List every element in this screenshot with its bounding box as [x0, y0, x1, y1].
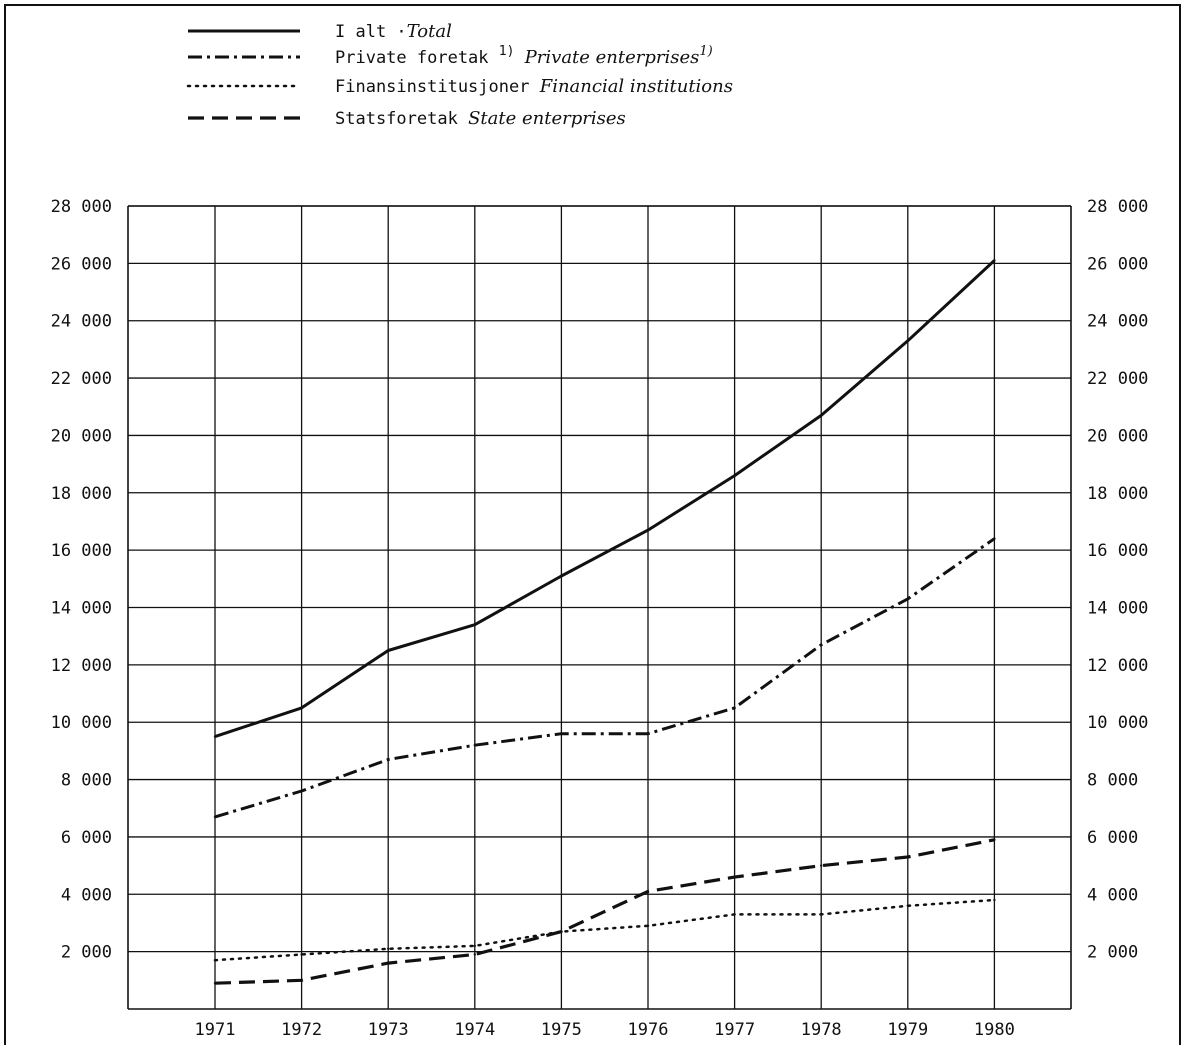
series-point-dashed-9 — [993, 838, 996, 841]
y-tick-label-left-3: 8 000 — [61, 771, 112, 791]
series-point-solid-3 — [473, 623, 476, 626]
series-line-dashdot — [214, 537, 996, 819]
y-tick-label-right-7: 16 000 — [1087, 541, 1148, 561]
y-tick-label-left-2: 6 000 — [61, 828, 112, 848]
chart-frame — [4, 4, 1181, 1045]
series-line-dotted — [213, 898, 996, 962]
series-point-solid-8 — [906, 339, 909, 342]
y-tick-label-left-11: 24 000 — [51, 312, 112, 332]
x-tick-label-6: 1977 — [714, 1020, 755, 1040]
series-line-solid — [214, 259, 996, 739]
y-tick-label-left-5: 12 000 — [51, 656, 112, 676]
y-tick-label-right-4: 10 000 — [1087, 713, 1148, 733]
series-point-dashed-7 — [820, 864, 823, 867]
y-tick-label-right-12: 26 000 — [1087, 254, 1148, 274]
axes — [127, 205, 1072, 1010]
y-tick-label-left-8: 18 000 — [51, 484, 112, 504]
y-tick-label-left-9: 20 000 — [51, 426, 112, 446]
series-point-dashdot-5 — [646, 732, 650, 735]
y-tick-label-left-13: 28 000 — [51, 197, 112, 217]
legend-label-0: I alt ·Total — [335, 21, 452, 42]
series-point-solid-1 — [300, 706, 303, 710]
series-point-solid-5 — [646, 528, 650, 532]
series-point-dashed-2 — [387, 961, 390, 965]
x-tick-label-8: 1979 — [887, 1020, 928, 1040]
series-point-dashdot-6 — [733, 706, 736, 710]
series-point-dotted-5 — [646, 924, 650, 928]
series-point-dashed-3 — [473, 953, 476, 956]
series-line-dashed — [214, 838, 995, 985]
series-point-dashdot-7 — [820, 643, 823, 646]
series-point-dashed-6 — [733, 875, 736, 879]
series-point-dotted-2 — [387, 947, 390, 950]
y-tick-label-right-11: 24 000 — [1087, 312, 1148, 332]
series-point-solid-6 — [733, 474, 736, 477]
series-point-dotted-6 — [733, 913, 736, 916]
series-point-dotted-1 — [300, 953, 303, 956]
x-tick-label-2: 1973 — [368, 1020, 409, 1040]
x-tick-label-0: 1971 — [195, 1020, 236, 1040]
y-tick-label-right-1: 4 000 — [1087, 885, 1138, 905]
series-point-dashed-4 — [560, 930, 563, 933]
series-point-dotted-9 — [993, 898, 996, 902]
y-tick-label-left-6: 14 000 — [51, 599, 112, 619]
y-tick-label-left-1: 4 000 — [61, 885, 112, 905]
series-point-dashdot-2 — [387, 758, 390, 761]
series-lines — [213, 259, 996, 985]
series-point-dashed-0 — [213, 981, 217, 985]
x-tick-label-5: 1976 — [628, 1020, 669, 1040]
series-point-dashed-1 — [300, 979, 303, 982]
y-tick-label-left-0: 2 000 — [61, 943, 112, 963]
y-tick-label-right-3: 8 000 — [1087, 771, 1138, 791]
y-tick-label-right-5: 12 000 — [1087, 656, 1148, 676]
series-point-solid-9 — [993, 259, 996, 262]
series-point-dotted-7 — [820, 913, 823, 916]
y-tick-label-right-0: 2 000 — [1087, 943, 1138, 963]
series-point-dotted-8 — [906, 904, 909, 907]
series-point-solid-0 — [213, 735, 217, 738]
y-tick-label-left-12: 26 000 — [51, 254, 112, 274]
x-tick-label-4: 1975 — [541, 1020, 582, 1040]
series-point-dashdot-4 — [560, 732, 563, 735]
series-point-dotted-0 — [213, 959, 217, 962]
y-tick-label-left-10: 22 000 — [51, 369, 112, 389]
series-point-dotted-3 — [473, 944, 476, 948]
series-point-dashed-5 — [646, 890, 650, 893]
series-point-dashdot-9 — [993, 537, 996, 540]
series-point-dashdot-0 — [213, 815, 217, 819]
series-point-dashdot-1 — [300, 789, 303, 793]
y-tick-label-right-2: 6 000 — [1087, 828, 1138, 848]
x-tick-label-3: 1974 — [454, 1020, 495, 1040]
legend-label-1: Private foretak 1) Private enterprises1) — [335, 44, 713, 68]
legend-label-2: Finansinstitusjoner Financial institutio… — [335, 76, 733, 97]
tick-labels: 2 000 2 000 4 000 4 000 6 000 6 000 8 000 8 000… — [51, 197, 1149, 1040]
series-point-solid-4 — [560, 574, 563, 578]
series-point-solid-2 — [387, 649, 390, 652]
grid — [128, 205, 1071, 1009]
y-tick-label-right-10: 22 000 — [1087, 369, 1148, 389]
series-point-dashed-8 — [906, 855, 909, 859]
x-tick-label-1: 1972 — [281, 1020, 322, 1040]
y-tick-label-right-6: 14 000 — [1087, 599, 1148, 619]
y-tick-label-right-9: 20 000 — [1087, 426, 1148, 446]
legend-label-3: Statsforetak State enterprises — [335, 108, 626, 129]
y-tick-label-left-4: 10 000 — [51, 713, 112, 733]
y-tick-label-right-13: 28 000 — [1087, 197, 1148, 217]
y-tick-label-right-8: 18 000 — [1087, 484, 1148, 504]
series-point-dashdot-8 — [906, 597, 909, 601]
x-tick-label-7: 1978 — [801, 1020, 842, 1040]
series-point-dashdot-3 — [473, 743, 476, 747]
x-tick-label-9: 1980 — [974, 1020, 1015, 1040]
y-tick-label-left-7: 16 000 — [51, 541, 112, 561]
series-point-solid-7 — [820, 414, 823, 417]
